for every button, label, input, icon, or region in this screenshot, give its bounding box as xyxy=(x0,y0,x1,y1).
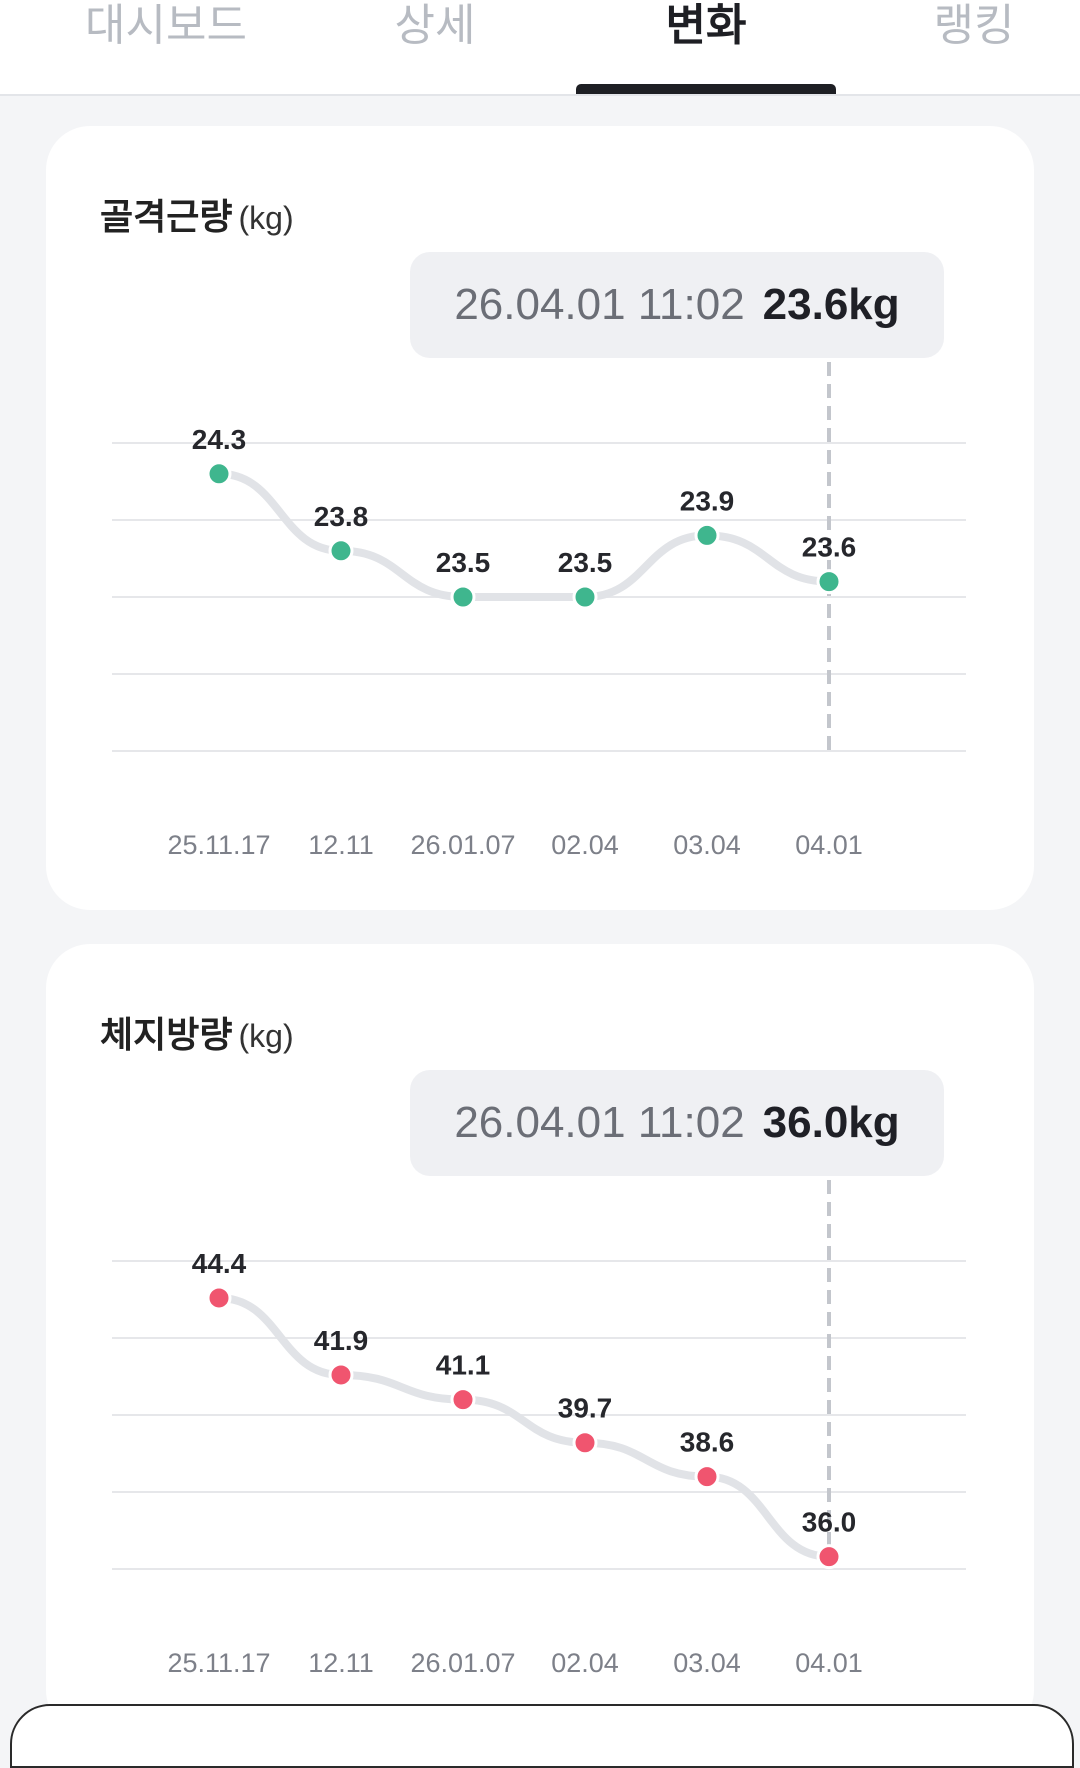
data-point xyxy=(572,584,598,610)
bottom-sheet-handle[interactable] xyxy=(10,1704,1074,1768)
data-point xyxy=(572,1430,598,1456)
x-tick-label: 12.11 xyxy=(308,1648,374,1678)
x-tick-label: 12.11 xyxy=(308,830,374,860)
data-point xyxy=(450,584,476,610)
x-tick-label: 26.01.07 xyxy=(410,1648,515,1678)
tab-label: 변화 xyxy=(665,1,747,50)
data-label: 38.6 xyxy=(680,1427,735,1458)
data-label: 39.7 xyxy=(558,1393,613,1424)
tab-change[interactable]: 변화 xyxy=(576,0,836,94)
data-label: 23.5 xyxy=(436,547,491,578)
data-label: 23.6 xyxy=(802,532,857,563)
chart-tooltip: 26.04.01 11:02 23.6kg xyxy=(410,252,944,358)
skeletal-muscle-card: 골격근량 (kg) 26.04.01 11:02 23.6kg 24.3 25.11… xyxy=(46,126,1034,910)
tooltip-value: 23.6kg xyxy=(762,280,900,329)
x-tick-label: 26.01.07 xyxy=(410,830,515,860)
tab-bar: 대시보드 상세 변화 랭킹 xyxy=(0,0,1080,96)
tab-label: 랭킹 xyxy=(933,1,1015,50)
data-point xyxy=(206,461,232,487)
data-point xyxy=(328,1362,354,1388)
tab-dashboard[interactable]: 대시보드 xyxy=(66,0,266,94)
tab-label: 대시보드 xyxy=(85,1,247,50)
data-point xyxy=(816,1544,842,1570)
series-line xyxy=(215,1293,833,1561)
data-label: 41.1 xyxy=(436,1350,491,1381)
card-title-text: 체지방량 xyxy=(100,1014,233,1055)
card-title: 골격근량 (kg) xyxy=(100,188,294,240)
data-label: 41.9 xyxy=(314,1325,369,1356)
data-point xyxy=(328,538,354,564)
data-point xyxy=(450,1387,476,1413)
data-point xyxy=(816,569,842,595)
data-point xyxy=(694,522,720,548)
x-tick-label: 02.04 xyxy=(551,830,619,860)
data-label: 23.8 xyxy=(314,501,369,532)
tab-ranking[interactable]: 랭킹 xyxy=(874,0,1074,94)
x-tick-label: 03.04 xyxy=(673,1648,741,1678)
data-point xyxy=(206,1285,232,1311)
tab-label: 상세 xyxy=(394,1,476,50)
x-tick-label: 03.04 xyxy=(673,830,741,860)
data-label: 24.3 xyxy=(192,424,247,455)
data-point xyxy=(694,1464,720,1490)
card-title-unit: (kg) xyxy=(238,200,294,236)
skeletal-muscle-chart[interactable]: 24.3 25.11.17 23.8 12.11 23.5 26.01.07 23.5 02.… xyxy=(46,126,1034,910)
x-tick-label: 04.01 xyxy=(795,830,863,860)
data-label: 36.0 xyxy=(802,1507,857,1538)
body-fat-chart[interactable]: 44.4 25.11.17 41.9 12.11 41.1 26.01.07 39.7 02.… xyxy=(46,944,1034,1734)
tooltip-datetime: 26.04.01 11:02 xyxy=(454,1098,745,1147)
series-line xyxy=(215,469,833,601)
body-fat-card: 체지방량 (kg) 26.04.01 11:02 36.0kg 44.4 25.11… xyxy=(46,944,1034,1734)
x-tick-label: 25.11.17 xyxy=(167,830,270,860)
card-title-unit: (kg) xyxy=(238,1018,294,1054)
x-tick-label: 04.01 xyxy=(795,1648,863,1678)
data-label: 23.9 xyxy=(680,485,735,516)
x-tick-label: 02.04 xyxy=(551,1648,619,1678)
tab-detail[interactable]: 상세 xyxy=(335,0,535,94)
tooltip-value: 36.0kg xyxy=(762,1098,900,1147)
card-title: 체지방량 (kg) xyxy=(100,1006,294,1058)
active-tab-indicator xyxy=(576,84,836,94)
tooltip-datetime: 26.04.01 11:02 xyxy=(454,280,745,329)
card-title-text: 골격근량 xyxy=(100,196,233,237)
chart-tooltip: 26.04.01 11:02 36.0kg xyxy=(410,1070,944,1176)
data-label: 23.5 xyxy=(558,547,613,578)
data-label: 44.4 xyxy=(192,1248,247,1279)
x-tick-label: 25.11.17 xyxy=(167,1648,270,1678)
